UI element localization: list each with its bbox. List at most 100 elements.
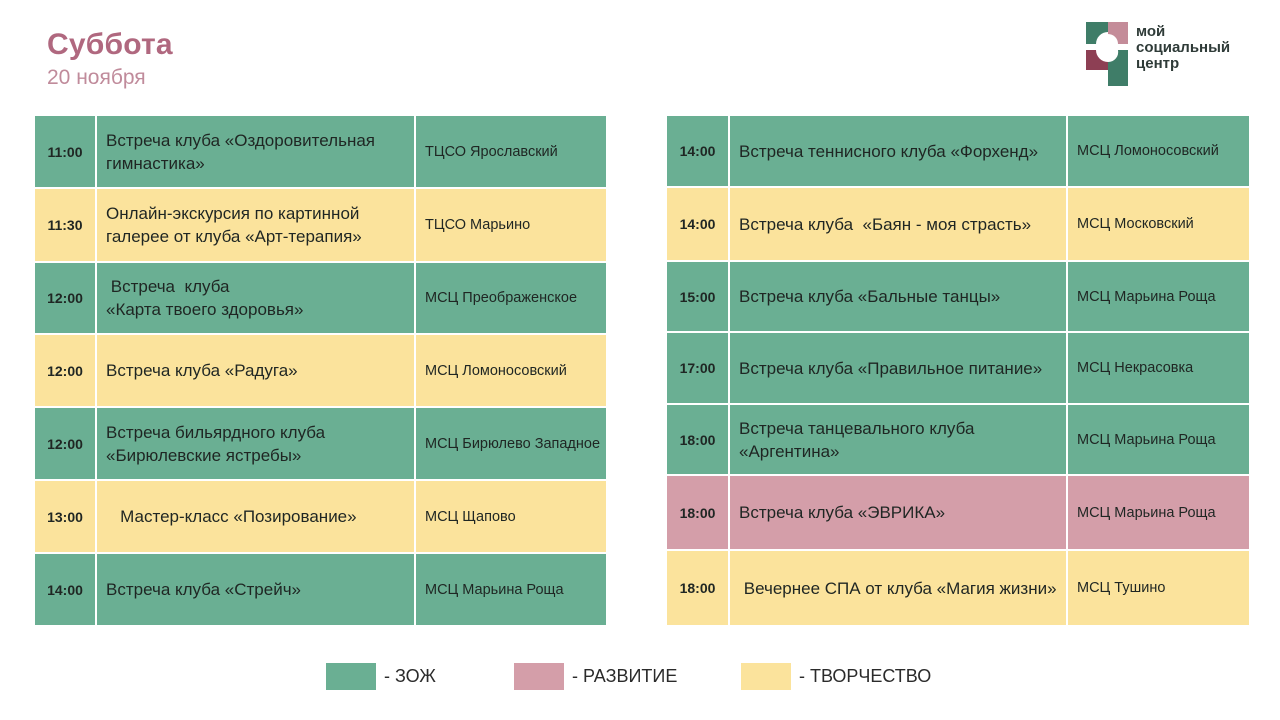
event-time-text: 13:00 — [47, 508, 83, 525]
legend-label: - ЗОЖ — [384, 666, 436, 686]
event-title: Встреча клуба «Баян - моя страсть» — [728, 186, 1068, 262]
event-place-text: МСЦ Щапово — [425, 508, 516, 525]
event-title: Встреча танцевального клуба «Аргентина» — [728, 403, 1068, 476]
event-time-text: 18:00 — [679, 504, 716, 521]
logo-text: мой социальный центр — [1136, 24, 1230, 72]
event-time: 18:00 — [665, 474, 730, 551]
event-title-text: Встреча танцевального клуба «Аргентина» — [739, 418, 980, 461]
event-place: МСЦ Марьина Роща — [1066, 260, 1251, 333]
event-title-text: Встреча клуба «Оздоровительная гимнастик… — [106, 130, 380, 173]
event-title-text: Вечернее СПА от клуба «Магия жизни» — [739, 578, 1057, 598]
event-title: Вечернее СПА от клуба «Магия жизни» — [728, 549, 1068, 627]
event-place: МСЦ Ломоносовский — [1066, 114, 1251, 188]
schedule-row: 18:00 Встреча танцевального клуба «Аргент… — [665, 403, 1251, 476]
event-place-text: МСЦ Марьина Роща — [1077, 431, 1216, 448]
event-title: Встреча клуба «Стрейч» — [95, 552, 416, 627]
event-place: МСЦ Марьина Роща — [414, 552, 608, 627]
schedule-row: 11:00 Встреча клуба «Оздоровительная гимн… — [33, 114, 608, 189]
logo-icon — [1086, 22, 1128, 86]
legend-swatch-tvorchestvo — [741, 663, 791, 690]
event-place: МСЦ Тушино — [1066, 549, 1251, 627]
event-title-text: Встреча бильярдного клуба «Бирюлевские я… — [106, 422, 330, 465]
schedule-row: 12:00 Встреча бильярдного клуба «Бирюлевс… — [33, 406, 608, 481]
event-time: 17:00 — [665, 331, 730, 405]
event-title-text: Встреча клуба «ЭВРИКА» — [739, 503, 946, 522]
schedule-row: 14:00 Встреча клуба «Баян - моя страсть» М… — [665, 186, 1251, 262]
event-time-text: 15:00 — [679, 288, 716, 305]
event-time: 15:00 — [665, 260, 730, 333]
event-place: МСЦ Некрасовка — [1066, 331, 1251, 405]
event-title-text: Встреча теннисного клуба «Форхенд» — [739, 141, 1039, 161]
event-title-text: Мастер-класс «Позирование» — [106, 507, 357, 526]
event-place-text: ТЦСО Марьино — [425, 217, 531, 233]
event-title: Встреча клуба «Оздоровительная гимнастик… — [95, 114, 416, 189]
event-time: 12:00 — [33, 406, 97, 481]
event-title: Встреча клуба «Правильное питание» — [728, 331, 1068, 405]
event-place: МСЦ Московский — [1066, 186, 1251, 262]
event-place-text: МСЦ Преображенское — [425, 290, 578, 306]
event-time-text: 17:00 — [679, 360, 716, 376]
legend-item-tvorchestvo: - ТВОРЧЕСТВО — [741, 663, 931, 690]
legend-item-zozh: - ЗОЖ — [326, 663, 436, 690]
page-date: 20 ноября — [47, 66, 146, 89]
event-place-text: МСЦ Некрасовка — [1077, 360, 1194, 376]
event-title: Онлайн-экскурсия по картинной галерее от… — [95, 187, 416, 263]
schedule-row: 14:00 Встреча клуба «Стрейч» МСЦ Марьина Р… — [33, 552, 608, 627]
schedule-table-right: 14:00 Встреча теннисного клуба «Форхенд» М… — [665, 114, 1251, 627]
event-title: Встреча бильярдного клуба «Бирюлевские я… — [95, 406, 416, 481]
event-place-text: МСЦ Ломоносовский — [1077, 143, 1219, 159]
event-title: Мастер-класс «Позирование» — [95, 479, 416, 554]
event-time-text: 14:00 — [47, 581, 83, 598]
event-time: 12:00 — [33, 333, 97, 408]
schedule-row: 15:00 Встреча клуба «Бальные танцы» МСЦ Ма… — [665, 260, 1251, 333]
event-time-text: 18:00 — [679, 580, 716, 596]
legend-swatch-zozh — [326, 663, 376, 690]
logo-line: центр — [1136, 55, 1180, 72]
schedule-row: 12:00 Встреча клуба «Карта твоего здоров… — [33, 261, 608, 335]
event-time-text: 18:00 — [679, 431, 716, 448]
event-place: МСЦ Марьина Роща — [1066, 403, 1251, 476]
schedule-row: 18:00 Вечернее СПА от клуба «Магия жизни… — [665, 549, 1251, 627]
event-title: Встреча клуба «Карта твоего здоровья» — [95, 261, 416, 335]
event-title: Встреча клуба «Бальные танцы» — [728, 260, 1068, 333]
schedule-table-left: 11:00 Встреча клуба «Оздоровительная гимн… — [33, 114, 608, 627]
event-place: ТЦСО Марьино — [414, 187, 608, 263]
event-title: Встреча клуба «Радуга» — [95, 333, 416, 408]
schedule-row: 17:00 Встреча клуба «Правильное питание» М… — [665, 331, 1251, 405]
event-place-text: МСЦ Марьина Роща — [1077, 504, 1216, 521]
event-title-text: Встреча клуба «Стрейч» — [106, 580, 302, 599]
event-place-text: МСЦ Марьина Роща — [1077, 288, 1216, 305]
schedule-row: 14:00 Встреча теннисного клуба «Форхенд» М… — [665, 114, 1251, 188]
event-title-text: Встреча клуба «Радуга» — [106, 361, 298, 380]
event-place-text: МСЦ Тушино — [1077, 580, 1166, 596]
legend-label: - ТВОРЧЕСТВО — [799, 666, 932, 686]
event-place-text: МСЦ Бирюлево Западное — [425, 435, 601, 452]
event-time: 11:00 — [33, 114, 97, 189]
event-time-text: 14:00 — [679, 216, 716, 232]
event-place: МСЦ Преображенское — [414, 261, 608, 335]
event-time-text: 12:00 — [47, 362, 83, 379]
event-time: 12:00 — [33, 261, 97, 335]
event-place: МСЦ Бирюлево Западное — [414, 406, 608, 481]
event-place-text: МСЦ Марьина Роща — [425, 581, 564, 598]
event-time: 14:00 — [33, 552, 97, 627]
event-time-text: 11:00 — [47, 143, 83, 160]
logo: мой социальный центр — [1086, 22, 1230, 86]
legend-label: - РАЗВИТИЕ — [572, 666, 678, 686]
event-title-text: Встреча клуба «Карта твоего здоровья» — [106, 277, 304, 319]
logo-line: социальный — [1136, 39, 1231, 56]
legend-swatch-razvitie — [514, 663, 564, 690]
event-place: МСЦ Марьина Роща — [1066, 474, 1251, 551]
event-time: 18:00 — [665, 403, 730, 476]
event-time-text: 12:00 — [47, 290, 83, 306]
event-title: Встреча теннисного клуба «Форхенд» — [728, 114, 1068, 188]
event-place-text: МСЦ Ломоносовский — [425, 362, 567, 379]
event-time: 13:00 — [33, 479, 97, 554]
event-place: МСЦ Щапово — [414, 479, 608, 554]
event-place: МСЦ Ломоносовский — [414, 333, 608, 408]
event-title: Встреча клуба «ЭВРИКА» — [728, 474, 1068, 551]
legend-item-razvitie: - РАЗВИТИЕ — [514, 663, 677, 690]
event-place-text: МСЦ Московский — [1077, 216, 1194, 232]
event-place: ТЦСО Ярославский — [414, 114, 608, 189]
event-time-text: 11:30 — [47, 217, 83, 233]
